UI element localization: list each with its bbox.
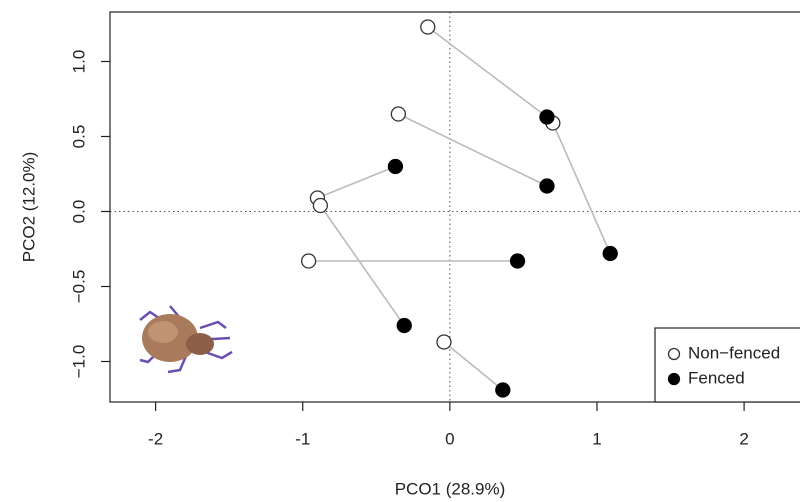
pair-line	[552, 122, 611, 254]
point	[602, 245, 618, 262]
mite-illustration	[139, 305, 233, 374]
legend-marker	[667, 347, 681, 361]
y-axis-label: PCO2 (12.0%)	[19, 152, 38, 263]
x-tick-label: -1	[295, 429, 310, 448]
x-tick-label: 1	[592, 429, 601, 448]
legend-box	[654, 327, 800, 403]
y-tick-label: 1.0	[69, 50, 88, 74]
legend: Non−fenced Fenced	[654, 327, 800, 403]
y-tick-label: −1.0	[69, 345, 88, 379]
pair-line	[398, 113, 548, 187]
point	[539, 178, 555, 194]
pair-line	[319, 205, 405, 326]
point	[312, 197, 329, 214]
legend-label: Non−fenced	[688, 343, 780, 362]
point	[539, 109, 555, 125]
legend-label: Fenced	[688, 368, 745, 387]
point	[300, 253, 317, 269]
pair-line	[443, 341, 504, 391]
y-tick-label: 0.5	[69, 125, 88, 149]
plot-frame	[109, 11, 800, 403]
point	[387, 158, 404, 175]
y-tick-label: −0.5	[69, 270, 88, 304]
x-tick-label: 2	[739, 429, 748, 448]
point	[420, 19, 436, 35]
point	[396, 317, 412, 334]
x-axis-label: PCO1 (28.9%)	[395, 479, 506, 498]
point	[509, 253, 526, 269]
pair-line	[427, 26, 548, 118]
point	[495, 382, 511, 398]
point	[436, 334, 452, 350]
y-tick-label: 0.0	[69, 200, 88, 224]
x-tick-label: 0	[445, 429, 454, 448]
point	[390, 106, 407, 122]
pair-line	[317, 165, 396, 199]
legend-marker	[667, 372, 681, 386]
x-tick-label: -2	[148, 429, 163, 448]
